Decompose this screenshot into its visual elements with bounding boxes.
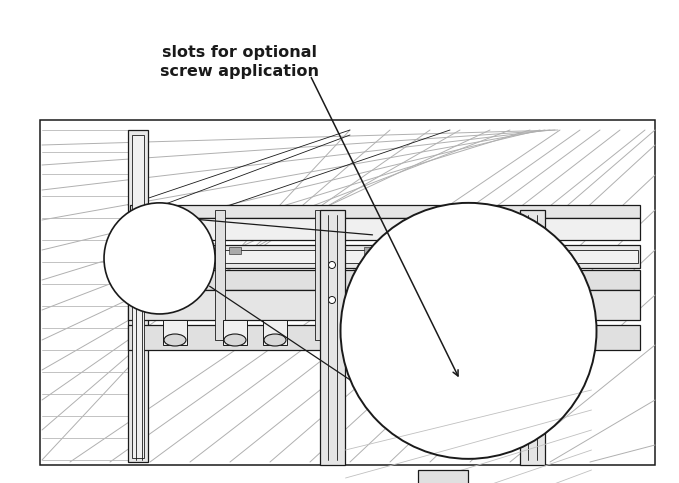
Polygon shape [340,290,640,320]
Bar [263,320,287,345]
Bar [223,320,247,345]
Circle shape [528,297,536,303]
Bar [40,120,655,465]
Polygon shape [128,325,340,350]
Polygon shape [128,270,640,290]
Circle shape [528,261,536,269]
Ellipse shape [359,334,381,346]
Bar [169,247,181,254]
Polygon shape [215,210,225,340]
Polygon shape [130,205,640,218]
Ellipse shape [459,334,481,346]
Polygon shape [425,210,435,340]
Polygon shape [132,250,638,263]
Polygon shape [128,130,148,462]
Polygon shape [128,290,340,320]
Bar [458,320,482,345]
Ellipse shape [224,334,246,346]
Polygon shape [128,218,640,240]
Circle shape [329,261,335,269]
Polygon shape [340,325,640,350]
Circle shape [145,296,155,304]
Polygon shape [315,210,325,340]
Bar [424,247,436,254]
Polygon shape [128,245,640,268]
Bar [408,320,432,345]
Circle shape [145,260,155,270]
Polygon shape [520,210,545,465]
Bar [358,320,382,345]
Ellipse shape [409,334,431,346]
Polygon shape [132,135,144,458]
Bar [229,247,241,254]
Circle shape [104,203,215,314]
Circle shape [329,297,335,303]
Text: slots for optional
screw application: slots for optional screw application [160,45,320,79]
Polygon shape [320,210,345,465]
Ellipse shape [164,334,186,346]
Polygon shape [525,210,535,340]
Circle shape [340,203,597,459]
Bar [163,320,187,345]
Ellipse shape [264,334,286,346]
Bar [364,247,376,254]
Polygon shape [418,470,468,483]
